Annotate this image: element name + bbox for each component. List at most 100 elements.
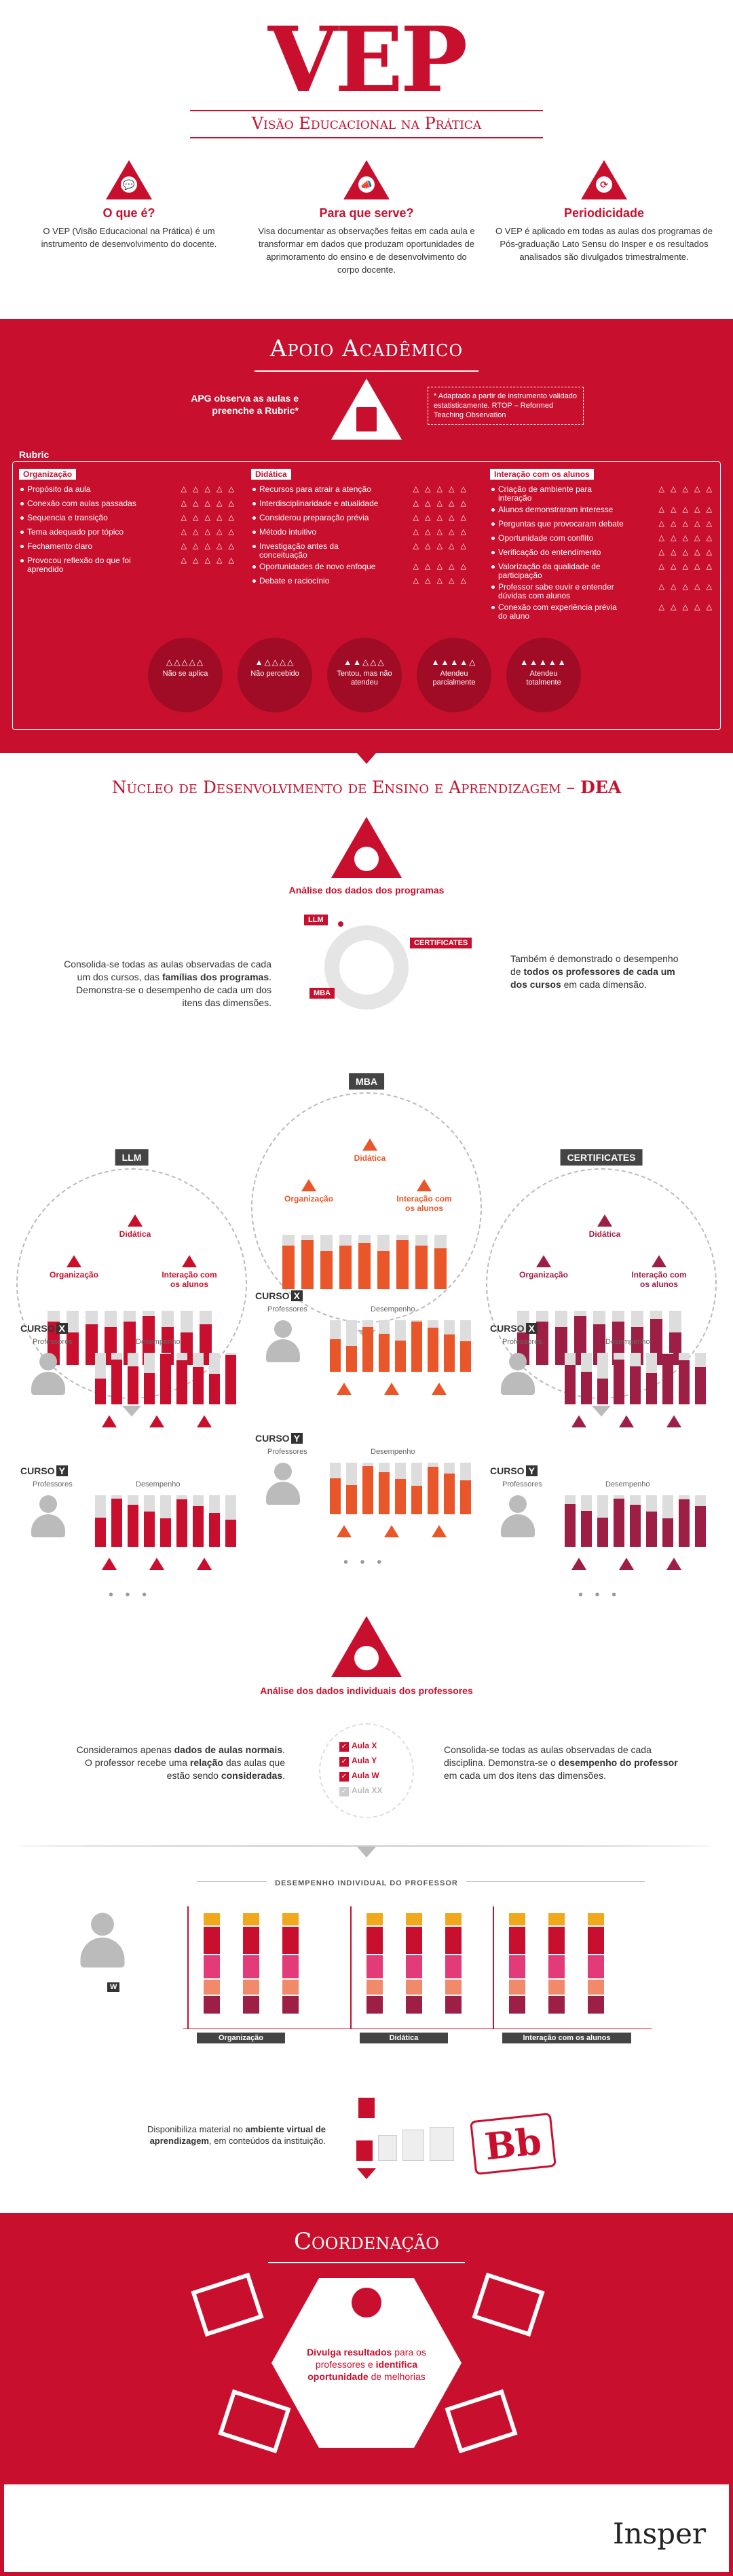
curso-bar xyxy=(144,1495,155,1547)
program-bar xyxy=(396,1235,409,1289)
curso-bar xyxy=(209,1353,220,1404)
curso-bar xyxy=(428,1463,438,1514)
program-bar xyxy=(434,1235,447,1289)
professor-icon xyxy=(259,1320,307,1368)
program-bar xyxy=(282,1235,295,1289)
professores-label: Professores xyxy=(267,1305,307,1313)
curso-label: CURSO X xyxy=(255,1290,303,1301)
curso-bar xyxy=(362,1463,373,1514)
right-explain: Também é demonstrado o desempenho de tod… xyxy=(510,953,679,990)
curso-bar xyxy=(225,1353,236,1404)
dimension-label: Organização xyxy=(284,1194,334,1204)
curso-bar xyxy=(411,1320,422,1372)
nucleo-title: Núcleo de Desenvolvimento de Ensino e Ap… xyxy=(111,777,622,797)
curso-bar xyxy=(176,1353,187,1404)
dimension-icon xyxy=(102,1558,117,1570)
bb-text: Disponibiliza material no ambiente virtu… xyxy=(147,2124,326,2146)
dimension-icon xyxy=(182,1255,197,1267)
dimension-icon xyxy=(619,1415,634,1427)
professor-icon xyxy=(494,1353,542,1400)
left-explain: Consolida-se todas as aulas observadas d… xyxy=(64,959,271,1008)
upload-icon xyxy=(358,2098,375,2118)
desempenho-label: Desempenho xyxy=(605,1480,650,1488)
rubric-item: Oportunidades de novo enfoque △ △ △ △ △ xyxy=(251,560,468,574)
scale-circle: ▲△△△△ Não percebido xyxy=(238,638,312,712)
professor-icon xyxy=(259,1463,307,1510)
coord-text: Divulga resultados para os professores e… xyxy=(307,2347,426,2382)
col-periodicidade: ⟳ Periodicidade O VEP é aplicado em toda… xyxy=(489,160,719,263)
rubric-item: Provocou reflexão do que foi aprendido △ … xyxy=(19,554,236,574)
performance-stack xyxy=(366,1913,383,2015)
dimension-label: Didática xyxy=(354,1153,386,1163)
analise2-label: Análise dos dados individuais dos profes… xyxy=(260,1685,473,1696)
curso-bar xyxy=(128,1353,138,1404)
desempenho-label: Desempenho xyxy=(371,1448,415,1456)
curso-bar xyxy=(597,1495,608,1547)
rubric-item: Verificação do entendimento △ △ △ △ △ xyxy=(490,545,714,560)
ind-dim-label: Organização xyxy=(197,2033,285,2043)
rubric-item: Debate e raciocínio △ △ △ △ △ xyxy=(251,574,468,588)
dimension-icon xyxy=(666,1558,681,1570)
rubric-item: Propósito da aula △ △ △ △ △ xyxy=(19,482,236,497)
doc-stack xyxy=(356,2127,465,2168)
desempenho-ind-label: DESEMPENHO INDIVIDUAL DO PROFESSOR xyxy=(0,1877,733,1889)
dimension-icon xyxy=(337,1383,352,1395)
coord-section: Coordenação Divulga resultados para os p… xyxy=(0,2213,733,2484)
rubric-organizacao: Organização Propósito da aula △ △ △ △ △ Co… xyxy=(19,468,236,574)
cycle-icon: ⟳ xyxy=(581,160,627,199)
dimension-icon xyxy=(571,1415,586,1427)
chat-icon: 💬 xyxy=(106,160,152,199)
dimension-label: Didática xyxy=(588,1229,621,1239)
desempenho-label: Desempenho xyxy=(605,1338,650,1346)
professores-label: Professores xyxy=(502,1480,542,1488)
ind-dim-label: Interação com os alunos xyxy=(502,2033,631,2043)
rubric-box xyxy=(12,461,721,730)
program-bar xyxy=(86,1311,98,1365)
curso-label: CURSO Y xyxy=(20,1465,68,1476)
footer: Insper xyxy=(0,2484,733,2576)
more-dots: • • • xyxy=(343,1555,386,1570)
dimension-icon xyxy=(149,1415,164,1427)
scale-circle: ▲▲△△△ Tentou, mas não atendeu xyxy=(327,638,402,712)
performance-stack xyxy=(243,1913,259,2015)
curso-bar xyxy=(662,1353,673,1404)
program-bar xyxy=(536,1311,548,1365)
curso-bar xyxy=(695,1353,706,1404)
aula-item: ✓ Aula W xyxy=(339,1768,413,1783)
rubric-item: Oportunidade com conflito △ △ △ △ △ xyxy=(490,531,714,545)
rubric-item: Considerou preparação prévia △ △ △ △ △ xyxy=(251,511,468,525)
curso-bar xyxy=(679,1495,690,1547)
rubric-item: Valorização da qualidade de participação… xyxy=(490,560,714,580)
rubric-item: Perguntas que provocaram debate △ △ △ △ △ xyxy=(490,517,714,531)
professores-label: Professores xyxy=(33,1480,73,1488)
dimension-icon xyxy=(536,1255,551,1267)
dimension-icon xyxy=(597,1214,612,1227)
curso-bar xyxy=(111,1495,122,1547)
rubric-item: Sequencia e transição △ △ △ △ △ xyxy=(19,511,236,525)
dimension-icon xyxy=(571,1558,586,1570)
rubric-item: Investigação antes da conceituação △ △ △ … xyxy=(251,539,468,560)
curso-bar xyxy=(695,1495,706,1547)
curso-bar xyxy=(395,1463,406,1514)
dimension-label: Interação com os alunos xyxy=(396,1194,452,1213)
program-tag: MBA xyxy=(349,1073,384,1090)
dimension-icon xyxy=(619,1558,634,1570)
curso-bar xyxy=(160,1353,171,1404)
dimension-icon xyxy=(666,1415,681,1427)
megaphone-icon: 📣 xyxy=(343,160,390,199)
curso-bar xyxy=(597,1353,608,1404)
program-bar xyxy=(320,1235,333,1289)
curso-label: CURSO X xyxy=(20,1323,68,1334)
ind-right: Consolida-se todas as aulas observadas d… xyxy=(444,1744,678,1781)
curso-bar xyxy=(646,1495,657,1547)
curso-bar xyxy=(144,1353,155,1404)
dimension-icon xyxy=(102,1415,117,1427)
rubric-item: Alunos demonstraram interesse △ △ △ △ △ xyxy=(490,503,714,517)
more-dots: • • • xyxy=(109,1588,151,1602)
dimension-icon xyxy=(652,1255,666,1267)
program-bar xyxy=(415,1235,428,1289)
curso-bar xyxy=(395,1320,406,1372)
col-paraque: 📣 Para que serve? Visa documentar as obs… xyxy=(258,160,475,276)
curso-label: CURSO Y xyxy=(490,1465,538,1476)
apoio-title: Apoio Acadêmico xyxy=(269,335,464,362)
